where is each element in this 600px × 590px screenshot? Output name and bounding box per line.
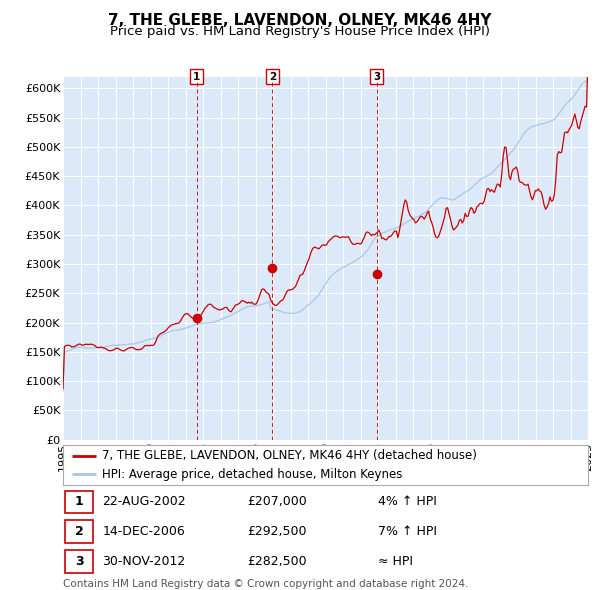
Text: £207,000: £207,000 [247, 496, 307, 509]
FancyBboxPatch shape [65, 490, 94, 513]
FancyBboxPatch shape [65, 550, 94, 573]
Text: 7, THE GLEBE, LAVENDON, OLNEY, MK46 4HY: 7, THE GLEBE, LAVENDON, OLNEY, MK46 4HY [108, 13, 492, 28]
Text: 3: 3 [373, 72, 380, 81]
Text: 7% ↑ HPI: 7% ↑ HPI [378, 525, 437, 538]
Text: £292,500: £292,500 [247, 525, 306, 538]
Text: 30-NOV-2012: 30-NOV-2012 [103, 555, 185, 568]
FancyBboxPatch shape [65, 520, 94, 543]
Text: 14-DEC-2006: 14-DEC-2006 [103, 525, 185, 538]
Text: 1: 1 [74, 496, 83, 509]
Text: 1: 1 [193, 72, 200, 81]
Text: 22-AUG-2002: 22-AUG-2002 [103, 496, 186, 509]
Text: 4% ↑ HPI: 4% ↑ HPI [378, 496, 437, 509]
Text: HPI: Average price, detached house, Milton Keynes: HPI: Average price, detached house, Milt… [103, 468, 403, 481]
Text: 3: 3 [75, 555, 83, 568]
Text: Price paid vs. HM Land Registry's House Price Index (HPI): Price paid vs. HM Land Registry's House … [110, 25, 490, 38]
Text: Contains HM Land Registry data © Crown copyright and database right 2024.
This d: Contains HM Land Registry data © Crown c… [63, 579, 469, 590]
Text: 2: 2 [269, 72, 276, 81]
Text: ≈ HPI: ≈ HPI [378, 555, 413, 568]
Text: £282,500: £282,500 [247, 555, 307, 568]
Text: 2: 2 [74, 525, 83, 538]
Text: 7, THE GLEBE, LAVENDON, OLNEY, MK46 4HY (detached house): 7, THE GLEBE, LAVENDON, OLNEY, MK46 4HY … [103, 449, 477, 462]
